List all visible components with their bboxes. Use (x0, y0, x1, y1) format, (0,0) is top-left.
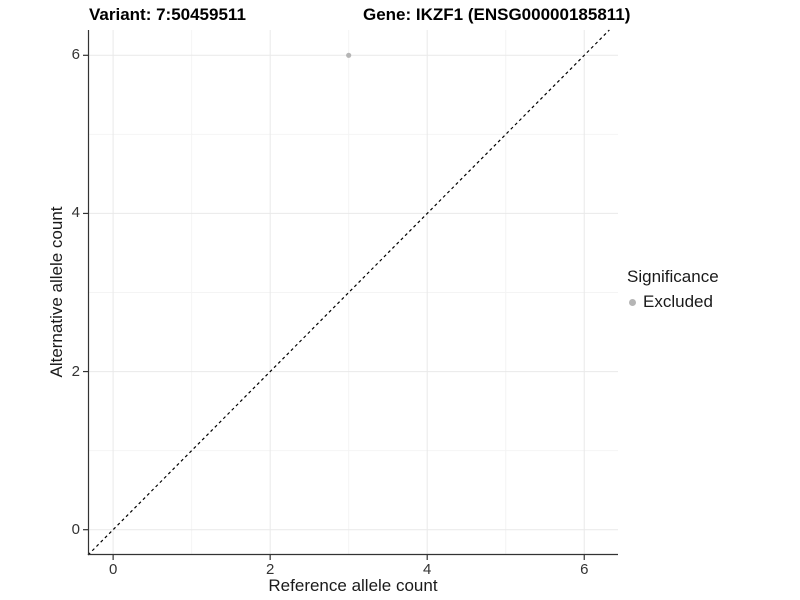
legend: Significance Excluded (627, 266, 719, 313)
x-tick-label: 2 (265, 561, 275, 578)
data-point (346, 52, 352, 58)
x-axis-title: Reference allele count (268, 576, 438, 595)
y-tick-label: 4 (71, 204, 80, 222)
plot-title-gene: Gene: IKZF1 (ENSG00000185811) (363, 5, 631, 24)
y-axis-title: Alternative allele count (47, 206, 66, 378)
y-tick-label: 2 (71, 362, 80, 380)
y-tick-label: 6 (71, 46, 80, 64)
plot-title-variant: Variant: 7:50459511 (89, 5, 246, 24)
legend-entry-excluded: Excluded (627, 291, 719, 313)
legend-point-icon (629, 298, 636, 306)
plot-panel (83, 29, 618, 560)
legend-entry-label: Excluded (643, 292, 713, 311)
x-tick-label: 0 (108, 561, 118, 578)
x-tick-label: 6 (580, 561, 589, 578)
legend-title: Significance (627, 267, 719, 286)
plot-canvas (83, 29, 618, 560)
x-tick-label: 4 (423, 561, 432, 578)
y-tick-label: 0 (71, 520, 80, 538)
